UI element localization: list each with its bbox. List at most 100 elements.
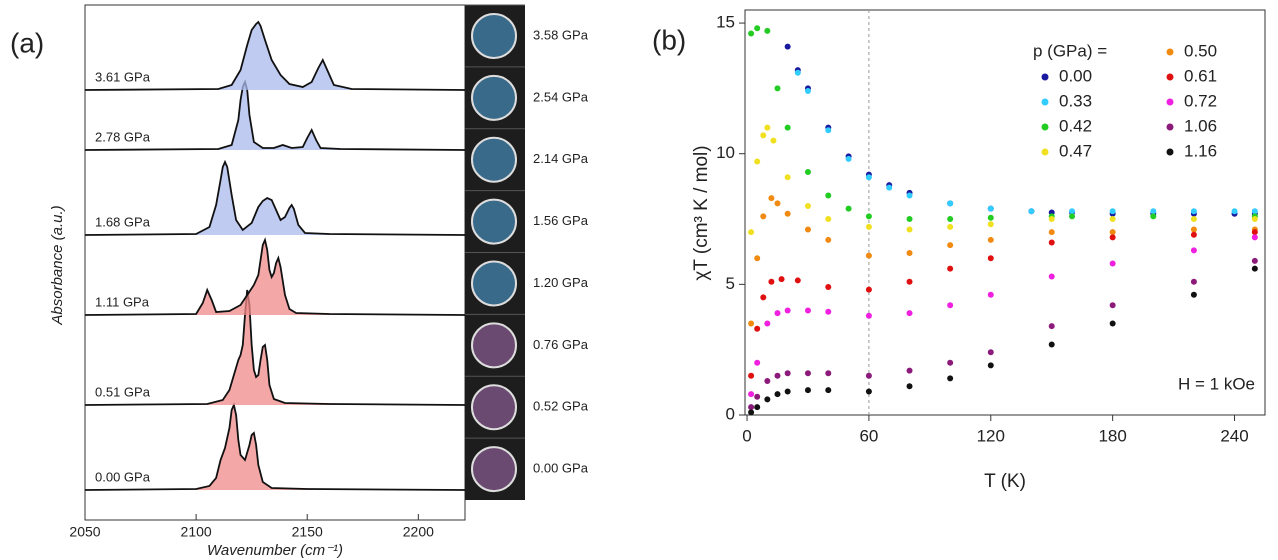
legend-marker xyxy=(1041,98,1049,106)
data-point xyxy=(774,85,781,92)
legend-marker xyxy=(1166,98,1174,106)
legend-marker xyxy=(1166,73,1174,81)
data-point xyxy=(825,387,832,394)
data-point xyxy=(774,310,781,317)
data-point xyxy=(1028,208,1035,215)
data-point xyxy=(865,312,872,319)
data-point xyxy=(947,216,954,223)
data-point xyxy=(804,169,811,175)
spectrum-fill xyxy=(85,240,465,315)
data-point xyxy=(947,375,954,382)
data-point xyxy=(1048,341,1055,348)
cell-image xyxy=(471,198,517,245)
data-point xyxy=(987,236,994,243)
data-point xyxy=(784,388,791,395)
legend-label: 0.00 xyxy=(1059,66,1092,85)
data-point xyxy=(865,213,872,220)
series-label: 1.68 GPa xyxy=(95,214,151,229)
x-tick-label: 2150 xyxy=(292,524,323,540)
data-point xyxy=(804,307,811,314)
data-point xyxy=(865,372,872,379)
data-point xyxy=(754,404,761,411)
x-axis-label: Wavenumber (cm⁻¹) xyxy=(207,542,343,559)
y-tick-label: 15 xyxy=(716,13,735,32)
x-tick-label: 0 xyxy=(742,426,751,445)
data-point xyxy=(778,276,785,283)
data-point xyxy=(794,277,801,284)
y-axis-label: Absorbance (a.u.) xyxy=(49,205,66,325)
data-point xyxy=(754,359,761,366)
data-point xyxy=(1190,247,1197,254)
panel-label: (b) xyxy=(652,24,686,55)
series-label: 0.00 GPa xyxy=(95,469,151,484)
y-axis-label: χT (cm³ K / mol) xyxy=(691,145,712,280)
data-point xyxy=(947,302,954,309)
y-tick-label: 0 xyxy=(726,404,735,423)
image-label: 2.54 GPa xyxy=(533,89,589,104)
data-point xyxy=(754,325,761,332)
image-label: 1.20 GPa xyxy=(533,275,589,290)
data-point xyxy=(748,372,755,379)
image-label: 1.56 GPa xyxy=(533,213,589,228)
data-point xyxy=(1251,257,1258,264)
data-point xyxy=(1251,234,1258,241)
data-point xyxy=(1190,231,1197,238)
data-point xyxy=(774,391,781,398)
image-label: 2.14 GPa xyxy=(533,151,589,166)
data-point xyxy=(1109,208,1116,215)
data-point xyxy=(784,174,791,181)
data-point xyxy=(784,124,791,131)
data-point xyxy=(825,216,832,223)
series-label: 1.11 GPa xyxy=(95,294,150,309)
data-point xyxy=(1251,265,1258,272)
cell-image xyxy=(471,322,517,369)
data-point xyxy=(886,184,893,191)
data-point xyxy=(825,308,832,315)
legend-marker xyxy=(1041,148,1049,156)
data-point xyxy=(764,378,771,385)
data-point xyxy=(987,214,994,221)
data-point xyxy=(754,158,761,165)
spectrum-line xyxy=(84,159,466,236)
data-point xyxy=(1048,229,1055,236)
legend-marker xyxy=(1166,123,1174,131)
data-point xyxy=(784,210,791,217)
data-point xyxy=(774,372,781,379)
data-point xyxy=(987,205,994,212)
data-point xyxy=(825,192,832,199)
legend-marker xyxy=(1041,123,1049,131)
data-point xyxy=(865,223,872,230)
data-point xyxy=(906,250,913,256)
data-point xyxy=(906,383,913,390)
legend-label: 0.50 xyxy=(1184,41,1217,60)
x-tick-label: 2100 xyxy=(181,524,212,540)
legend-marker xyxy=(1166,148,1174,156)
data-point xyxy=(1150,208,1157,215)
data-point xyxy=(804,88,811,94)
data-point xyxy=(770,137,777,144)
data-point xyxy=(754,393,761,400)
spectrum-line xyxy=(84,79,466,151)
legend-label: 0.42 xyxy=(1059,116,1092,135)
data-point xyxy=(987,362,994,369)
data-point xyxy=(1190,216,1197,223)
image-label: 3.58 GPa xyxy=(533,27,589,42)
data-point xyxy=(987,221,994,228)
data-point xyxy=(804,370,811,377)
data-point xyxy=(760,213,767,220)
data-point xyxy=(764,320,771,327)
data-point xyxy=(784,370,791,377)
data-point xyxy=(906,278,913,285)
legend-marker xyxy=(1041,73,1049,81)
data-point xyxy=(1109,302,1116,309)
y-tick-label: 10 xyxy=(716,143,735,162)
data-point xyxy=(906,310,913,317)
data-point xyxy=(748,320,755,327)
legend-label: 0.33 xyxy=(1059,91,1092,110)
data-point xyxy=(784,43,791,50)
data-point xyxy=(1251,208,1258,215)
legend-label: 1.06 xyxy=(1184,116,1217,135)
cell-image xyxy=(471,384,517,431)
data-point xyxy=(825,127,832,134)
spectrum-line xyxy=(84,289,466,406)
